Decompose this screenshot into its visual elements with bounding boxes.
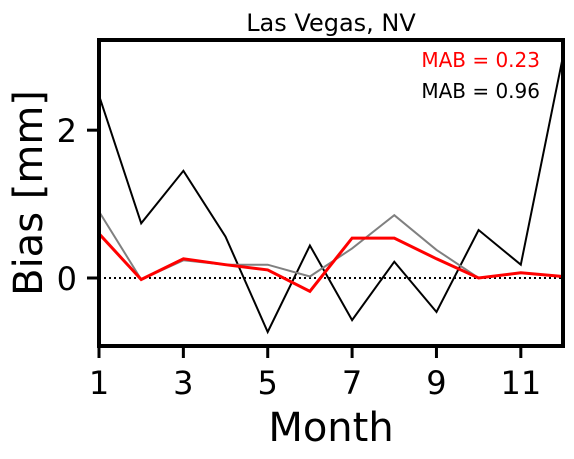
mab-annotation-red: MAB = 0.23: [421, 48, 540, 72]
y-axis-title: Bias [mm]: [6, 90, 52, 296]
chart-title: Las Vegas, NV: [246, 9, 416, 37]
series-line-1: [98, 210, 564, 281]
x-tick-label: 9: [426, 364, 446, 402]
x-tick-label: 7: [342, 364, 362, 402]
x-tick-label: 11: [500, 364, 541, 402]
x-tick-label: 1: [89, 364, 109, 402]
plot-frame: [97, 38, 565, 348]
x-tick-label: 3: [173, 364, 193, 402]
y-tick-label: 0: [57, 260, 77, 298]
series-layer: [97, 56, 564, 335]
series-line-2: [97, 232, 564, 294]
x-tick-label: 5: [258, 364, 278, 402]
x-axis-title: Month: [268, 405, 393, 451]
mab-annotation-black: MAB = 0.96: [421, 79, 540, 103]
axis-ticks: 1 3 5 7 9 11 0 2: [57, 112, 542, 402]
series-line-0: [98, 56, 564, 335]
y-tick-label: 2: [57, 112, 77, 150]
